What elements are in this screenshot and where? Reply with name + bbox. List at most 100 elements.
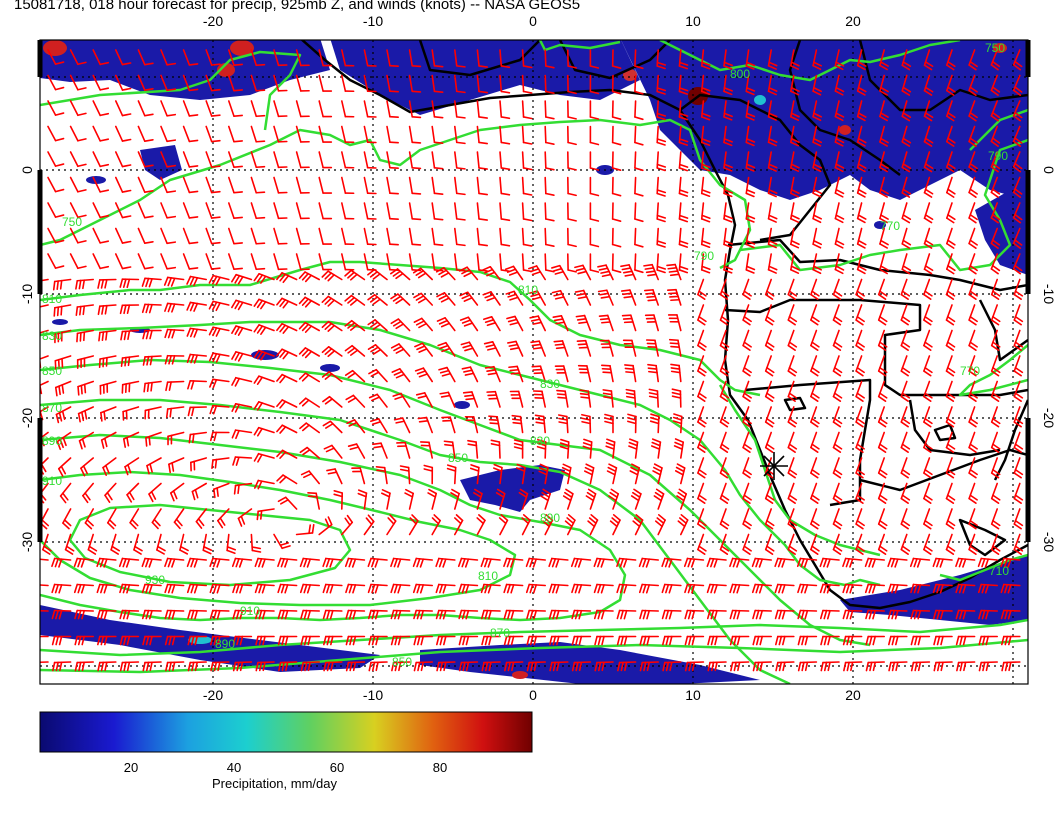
wind-barb — [742, 304, 752, 326]
wind-barb — [764, 355, 775, 377]
wind-barb — [503, 583, 524, 594]
wind-barb — [92, 49, 110, 66]
wind-barb — [764, 406, 775, 428]
wind-barb — [639, 661, 660, 672]
wind-barb — [683, 557, 705, 568]
wind-barb — [182, 176, 199, 194]
wind-barb — [968, 125, 978, 147]
wind-barb — [69, 227, 87, 244]
precip-area-east — [975, 180, 1028, 275]
wind-barb — [877, 508, 888, 530]
wind-barb — [367, 557, 388, 568]
contour-label: 830 — [540, 377, 560, 391]
wind-barb — [54, 355, 72, 370]
wind-barb — [228, 49, 243, 66]
wind-barb — [163, 276, 185, 287]
wind-barb — [923, 329, 933, 351]
wind-barb — [300, 635, 321, 646]
wind-barb — [810, 431, 820, 453]
wind-barb — [767, 125, 778, 147]
wind-barb — [273, 151, 288, 169]
wind-barb — [946, 74, 956, 96]
wind-barb — [529, 315, 547, 332]
wind-barb — [367, 319, 388, 332]
wind-barb — [945, 482, 956, 504]
wind-barb — [955, 557, 976, 568]
wind-barb — [165, 380, 185, 392]
wind-barb — [977, 557, 999, 568]
wind-barb — [684, 635, 705, 646]
wind-barb — [977, 583, 999, 594]
wind-barb — [250, 227, 266, 245]
wind-barb — [968, 74, 978, 96]
wind-barb — [990, 457, 1001, 479]
wind-barb — [256, 508, 275, 521]
wind-barb — [208, 274, 230, 286]
wind-barb — [498, 514, 509, 536]
contour-label: 800 — [730, 67, 750, 81]
wind-barb — [855, 482, 865, 504]
contour-label: 790 — [988, 149, 1008, 163]
wind-barb — [564, 514, 576, 536]
wind-barb — [621, 314, 637, 332]
wind-barb — [787, 482, 798, 504]
wind-barb — [566, 176, 577, 197]
wind-barb — [231, 325, 253, 336]
wind-barb — [923, 482, 933, 504]
wind-barb — [459, 316, 479, 332]
wind-barb — [879, 176, 889, 198]
wind-barb — [344, 269, 366, 281]
wind-barb — [69, 253, 87, 270]
wind-barb — [536, 438, 547, 459]
wind-barb — [968, 253, 978, 275]
wind-barb — [650, 438, 662, 459]
wind-barb — [467, 439, 479, 459]
wind-barb — [774, 557, 795, 568]
wind-barb — [812, 253, 823, 275]
wind-barb — [473, 488, 483, 510]
wind-barb — [634, 253, 644, 274]
wind-barb — [476, 176, 488, 196]
top-tick-label: 10 — [685, 13, 701, 29]
wind-barb — [790, 100, 800, 121]
wind-barb — [887, 609, 908, 620]
wind-barb — [589, 253, 600, 273]
wind-barb — [318, 176, 333, 194]
wind-barb — [552, 315, 569, 332]
contour-label: 870 — [490, 626, 510, 640]
wind-barb — [69, 100, 87, 117]
wind-barb — [945, 355, 956, 377]
wind-barb — [990, 49, 1001, 71]
contour-coast — [718, 384, 881, 557]
wind-barb — [745, 253, 756, 274]
wind-barb — [775, 635, 795, 646]
colorbar-label: Precipitation, mm/day — [212, 776, 337, 791]
wind-barb — [142, 661, 162, 672]
wind-barb — [879, 227, 889, 249]
wind-barb — [390, 635, 411, 646]
wind-barb — [363, 49, 377, 67]
wind-barb — [322, 583, 343, 594]
wind-barb — [812, 151, 823, 173]
wind-barb — [968, 533, 978, 555]
wind-barb — [205, 227, 221, 245]
wind-barb — [787, 431, 798, 453]
wind-barb — [344, 319, 366, 332]
wind-barb — [363, 74, 377, 93]
wind-barb — [92, 74, 110, 91]
wind-barb — [499, 176, 511, 196]
wind-barb — [209, 609, 230, 620]
wind-barb — [412, 267, 434, 281]
wind-barb — [923, 227, 934, 249]
wind-barb — [92, 125, 110, 142]
wind-barb — [544, 125, 555, 145]
wind-barb — [120, 355, 140, 367]
wind-barb — [764, 380, 775, 402]
wind-barb — [495, 488, 506, 510]
wind-barb — [593, 557, 614, 568]
wind-barb — [656, 151, 667, 172]
wind-barb — [431, 125, 444, 144]
wind-barb — [877, 355, 888, 377]
wind-barb — [482, 291, 501, 306]
height-contours — [40, 40, 1028, 684]
